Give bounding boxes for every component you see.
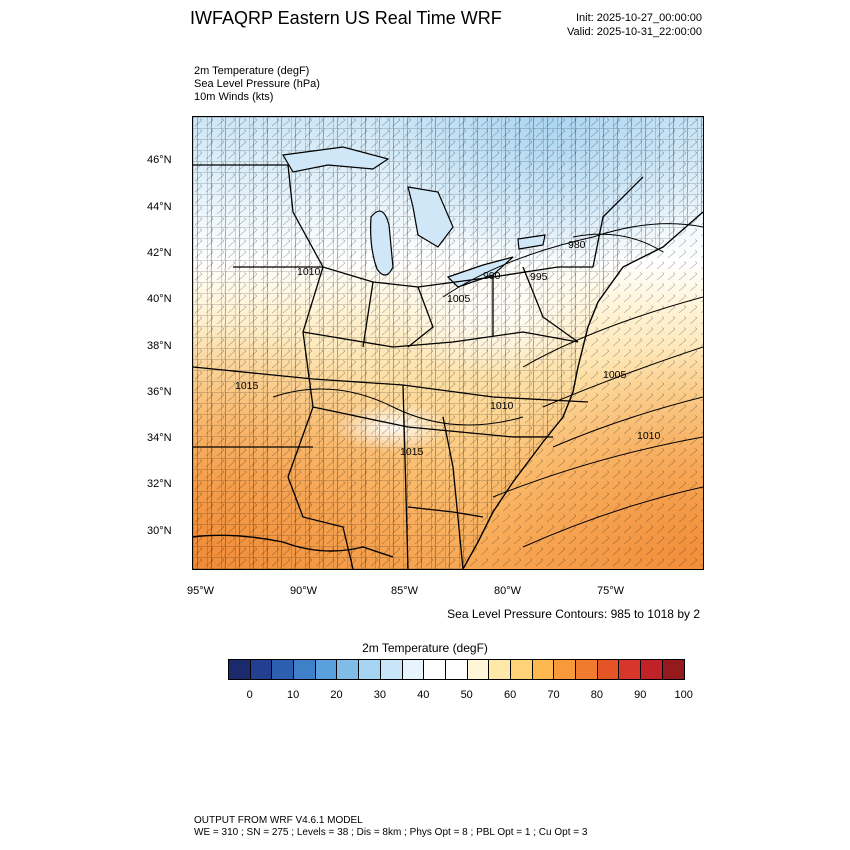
variable-pressure: Sea Level Pressure (hPa) xyxy=(194,78,320,90)
colorbar-label: 10 xyxy=(286,689,300,701)
colorbar-swatch xyxy=(402,660,425,679)
lat-tick: 30°N xyxy=(147,525,172,537)
contour-label: 995 xyxy=(530,271,548,283)
colorbar-swatch xyxy=(641,660,663,679)
chart-title: IWFAQRP Eastern US Real Time WRF xyxy=(190,8,502,28)
lat-tick: 34°N xyxy=(147,432,172,444)
colorbar-swatch xyxy=(294,660,316,679)
colorbar-swatch xyxy=(445,660,468,679)
footer-config: WE = 310 ; SN = 275 ; Levels = 38 ; Dis … xyxy=(194,827,588,838)
colorbar-label: 0 xyxy=(246,689,253,701)
init-time: Init: 2025-10-27_00:00:00 xyxy=(576,12,702,24)
lat-tick: 32°N xyxy=(147,478,172,490)
colorbar-swatch xyxy=(229,660,251,679)
lon-tick: 95°W xyxy=(187,585,215,597)
contour-label: 980 xyxy=(568,239,586,251)
colorbar-swatch xyxy=(510,660,533,679)
colorbar-swatch xyxy=(554,660,576,679)
colorbar-swatch xyxy=(662,660,685,679)
colorbar-swatch xyxy=(532,660,555,679)
colorbar-swatch xyxy=(597,660,620,679)
lat-tick: 42°N xyxy=(147,247,172,259)
colorbar-swatch xyxy=(250,660,273,679)
colorbar-label: 30 xyxy=(373,689,387,701)
contour-label: 1005 xyxy=(603,369,627,381)
colorbar-swatch xyxy=(489,660,511,679)
footer-model: OUTPUT FROM WRF V4.6.1 MODEL xyxy=(194,815,363,826)
colorbar-swatch xyxy=(359,660,381,679)
colorbar-title: 2m Temperature (degF) xyxy=(362,641,488,655)
contour-note: Sea Level Pressure Contours: 985 to 1018… xyxy=(447,607,700,621)
variable-winds: 10m Winds (kts) xyxy=(194,91,274,103)
contour-label: 1015 xyxy=(235,380,259,392)
colorbar-swatch xyxy=(380,660,403,679)
colorbar-label: 60 xyxy=(503,689,517,701)
colorbar-swatch xyxy=(424,660,446,679)
colorbar-label: 20 xyxy=(330,689,343,701)
contour-label: 1010 xyxy=(637,430,661,442)
lon-tick: 85°W xyxy=(391,585,419,597)
lat-tick: 36°N xyxy=(147,386,172,398)
lat-tick: 44°N xyxy=(147,201,172,213)
contour-label: 990 xyxy=(483,270,501,282)
colorbar-label: 100 xyxy=(674,689,693,701)
lat-tick: 38°N xyxy=(147,340,172,352)
colorbar-label: 50 xyxy=(460,689,473,701)
colorbar-label: 80 xyxy=(590,689,604,701)
weather-map: 980 990 995 1005 1010 1005 1010 1010 101… xyxy=(193,117,703,569)
colorbar-swatch xyxy=(467,660,490,679)
colorbar-swatch xyxy=(576,660,598,679)
colorbar-swatch xyxy=(619,660,642,679)
colorbar xyxy=(228,659,686,680)
contour-label: 1010 xyxy=(490,400,514,412)
map-panel: 980 990 995 1005 1010 1005 1010 1010 101… xyxy=(192,116,704,570)
valid-time: Valid: 2025-10-31_22:00:00 xyxy=(567,26,702,38)
contour-label: 1010 xyxy=(297,266,321,278)
colorbar-swatch xyxy=(337,660,360,679)
contour-label: 1005 xyxy=(447,293,471,305)
lon-tick: 75°W xyxy=(597,585,625,597)
variable-temperature: 2m Temperature (degF) xyxy=(194,65,310,77)
contour-label: 1015 xyxy=(400,446,424,458)
lon-tick: 90°W xyxy=(290,585,318,597)
colorbar-swatch xyxy=(272,660,295,679)
colorbar-label: 70 xyxy=(547,689,560,701)
colorbar-swatch xyxy=(315,660,338,679)
lon-tick: 80°W xyxy=(494,585,522,597)
colorbar-label: 40 xyxy=(417,689,430,701)
lat-tick: 46°N xyxy=(147,154,172,166)
lat-tick: 40°N xyxy=(147,293,172,305)
colorbar-label: 90 xyxy=(634,689,647,701)
